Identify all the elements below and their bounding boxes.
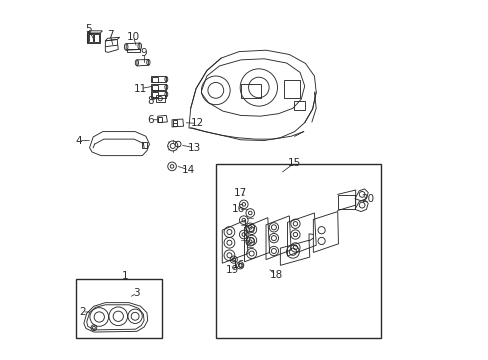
Text: 14: 14	[182, 165, 195, 175]
Bar	[338, 195, 354, 210]
Text: 20: 20	[361, 194, 374, 204]
Bar	[293, 101, 304, 110]
Text: 17: 17	[233, 188, 246, 198]
Text: 4: 4	[75, 136, 82, 145]
Bar	[152, 77, 158, 82]
Bar	[142, 142, 146, 148]
Bar	[241, 84, 260, 98]
Text: 6: 6	[147, 115, 154, 125]
Text: 10: 10	[126, 32, 140, 41]
Bar	[284, 80, 300, 98]
Text: 16: 16	[231, 260, 244, 270]
Text: 3: 3	[133, 288, 140, 298]
Text: 16: 16	[231, 204, 244, 215]
Text: 18: 18	[269, 270, 282, 280]
Text: 13: 13	[187, 143, 201, 153]
Bar	[126, 49, 140, 52]
Text: 19: 19	[225, 265, 238, 275]
Text: 15: 15	[287, 158, 301, 168]
Text: 8: 8	[147, 96, 154, 106]
Text: 5: 5	[85, 24, 92, 35]
Bar	[88, 35, 93, 42]
Text: 7: 7	[106, 30, 113, 40]
Text: 12: 12	[190, 118, 203, 128]
Bar	[158, 117, 162, 122]
Text: 1: 1	[122, 271, 128, 281]
Bar	[76, 279, 162, 338]
Text: 11: 11	[134, 84, 147, 94]
Bar	[215, 164, 380, 338]
Bar	[155, 95, 164, 102]
Text: 2: 2	[79, 307, 85, 317]
Text: 9: 9	[141, 48, 147, 58]
Bar	[152, 92, 158, 97]
Bar	[94, 35, 99, 42]
Bar	[152, 85, 158, 90]
Bar	[172, 121, 177, 126]
